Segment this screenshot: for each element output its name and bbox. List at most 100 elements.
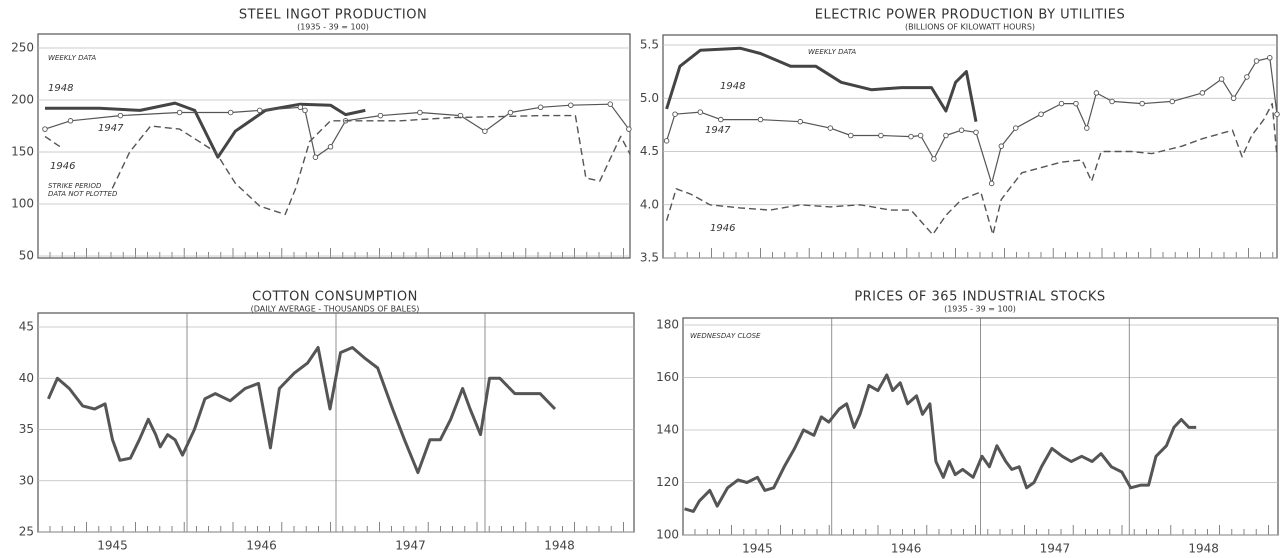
- y-tick-label: 140: [656, 423, 679, 437]
- y-tick-label: 40: [19, 371, 34, 385]
- series-line: [684, 373, 1197, 513]
- data-point: [1230, 95, 1237, 101]
- y-tick-label: 200: [11, 93, 34, 107]
- x-tick-label: 1947: [1040, 542, 1071, 556]
- data-point: [1199, 90, 1206, 96]
- chart-subtitle: (BILLIONS OF KILOWATT HOURS): [905, 23, 1035, 32]
- series-line: [665, 102, 1278, 236]
- x-tick-label: 1947: [395, 539, 426, 553]
- data-point: [507, 109, 514, 116]
- x-tick-label: 1948: [1188, 542, 1219, 556]
- data-point: [757, 116, 764, 123]
- data-point: [1274, 111, 1280, 117]
- data-point: [848, 132, 854, 139]
- x-tick-label: 1945: [97, 539, 128, 553]
- data-point: [988, 180, 995, 187]
- series-label: 1948: [720, 81, 745, 92]
- chart-subtitle: (DAILY AVERAGE - THOUSANDS OF BALES): [251, 305, 420, 314]
- y-tick-label: 120: [656, 475, 679, 489]
- data-point: [1244, 74, 1250, 80]
- data-point: [327, 144, 334, 150]
- x-tick-label: 1945: [742, 542, 773, 556]
- data-point: [1038, 111, 1044, 117]
- y-tick-label: 5.0: [640, 91, 659, 105]
- chart-title: PRICES OF 365 INDUSTRIAL STOCKS: [854, 290, 1105, 305]
- y-tick-label: 5.5: [640, 38, 659, 52]
- data-point: [827, 125, 834, 131]
- data-point: [1139, 100, 1145, 107]
- data-point: [227, 109, 234, 116]
- series-label: 1946: [50, 161, 75, 172]
- annotation: WEDNESDAY CLOSE: [690, 332, 761, 340]
- plot-frame: [662, 34, 1278, 259]
- y-tick-label: 100: [11, 197, 34, 211]
- data-point: [1109, 98, 1115, 105]
- y-tick-label: 100: [656, 528, 679, 542]
- data-point: [931, 156, 937, 162]
- y-tick-label: 150: [11, 145, 34, 159]
- series-line: [665, 46, 978, 122]
- data-point: [958, 127, 965, 133]
- data-point: [697, 109, 704, 115]
- data-point: [537, 104, 544, 111]
- annotation: WEEKLY DATA: [48, 54, 96, 62]
- annotation: DATA NOT PLOTTED: [48, 190, 118, 198]
- y-tick-label: 50: [19, 249, 34, 263]
- data-point: [117, 112, 124, 119]
- y-tick-label: 35: [19, 422, 34, 436]
- series-line: [45, 101, 366, 159]
- data-point: [42, 126, 48, 132]
- data-point: [1058, 100, 1065, 107]
- y-tick-label: 180: [656, 318, 679, 332]
- data-point: [1012, 125, 1019, 131]
- data-point: [297, 104, 304, 111]
- annotation: STRIKE PERIOD: [48, 182, 102, 190]
- y-tick-label: 4.0: [640, 197, 659, 211]
- data-point: [1169, 98, 1176, 105]
- chart-title: ELECTRIC POWER PRODUCTION BY UTILITIES: [815, 8, 1126, 23]
- data-point: [973, 129, 979, 136]
- data-point: [718, 116, 724, 123]
- chart-subtitle: (1935 - 39 = 100): [944, 305, 1016, 314]
- data-point: [1093, 90, 1100, 96]
- data-point: [176, 109, 183, 116]
- y-tick-label: 160: [656, 370, 679, 384]
- data-point: [302, 107, 308, 114]
- data-point: [256, 107, 263, 114]
- series-label: 1948: [48, 83, 73, 94]
- data-point: [908, 133, 914, 140]
- data-point: [626, 126, 632, 132]
- annotation: WEEKLY DATA: [808, 48, 856, 56]
- y-tick-label: 250: [11, 41, 34, 55]
- series-label: 1947: [98, 123, 124, 134]
- chart-title: STEEL INGOT PRODUCTION: [239, 8, 427, 23]
- data-point: [67, 118, 74, 124]
- y-tick-label: 25: [19, 525, 34, 539]
- data-point: [797, 118, 803, 125]
- data-point: [1084, 125, 1090, 131]
- y-tick-label: 4.5: [640, 144, 659, 158]
- data-point: [917, 132, 924, 139]
- series-label: 1946: [710, 223, 735, 234]
- data-point: [943, 132, 949, 139]
- data-point: [672, 111, 678, 117]
- data-point: [878, 132, 884, 139]
- series-line: [44, 114, 631, 216]
- data-point: [417, 109, 423, 116]
- y-tick-label: 3.5: [640, 251, 659, 265]
- y-tick-label: 45: [19, 320, 34, 334]
- data-point: [663, 138, 670, 144]
- data-point: [607, 101, 614, 107]
- chart-subtitle: (1935 - 39 = 100): [297, 23, 369, 32]
- data-point: [568, 102, 574, 108]
- y-tick-label: 30: [19, 473, 34, 487]
- data-point: [1073, 100, 1079, 107]
- data-point: [1253, 58, 1260, 64]
- plot-frame: [37, 33, 631, 259]
- chart-title: COTTON CONSUMPTION: [252, 290, 418, 305]
- data-point: [482, 128, 488, 134]
- data-point: [998, 143, 1005, 149]
- series-line: [47, 346, 557, 475]
